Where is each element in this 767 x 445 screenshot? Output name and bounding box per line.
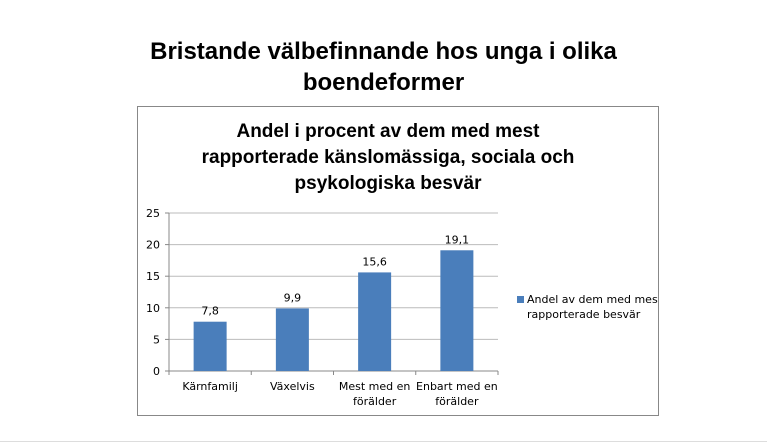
x-tick-label: förälder bbox=[353, 395, 397, 408]
legend-label: Andel av dem med mest bbox=[527, 293, 658, 306]
slide-title: Bristande välbefinnande hos unga i olika… bbox=[100, 36, 667, 98]
y-tick-label: 25 bbox=[146, 207, 160, 220]
bar bbox=[358, 272, 392, 371]
x-tick-label: Kärnfamilj bbox=[182, 380, 238, 393]
bar bbox=[193, 321, 227, 371]
x-tick-label: Mest med en bbox=[339, 380, 411, 393]
x-tick-label: förälder bbox=[435, 395, 479, 408]
data-label: 9,9 bbox=[284, 291, 302, 304]
bar bbox=[440, 250, 474, 371]
data-label: 7,8 bbox=[201, 305, 219, 318]
legend-label: rapporterade besvär bbox=[527, 308, 641, 321]
y-tick-label: 20 bbox=[146, 239, 160, 252]
x-tick-label: Enbart med en bbox=[416, 380, 498, 393]
chart-title: Andel i procent av dem med mest bbox=[236, 121, 540, 142]
slide-title-line: boendeformer bbox=[302, 69, 465, 96]
x-tick-label: Växelvis bbox=[270, 380, 315, 393]
y-tick-label: 15 bbox=[146, 270, 160, 283]
chart-title: rapporterade känslomässiga, sociala och bbox=[202, 147, 575, 168]
divider bbox=[0, 441, 767, 442]
y-tick-label: 10 bbox=[146, 302, 160, 315]
y-tick-label: 5 bbox=[153, 333, 160, 346]
bar-chart-svg: Andel i procent av dem med mest rapporter… bbox=[146, 121, 658, 408]
data-label: 15,6 bbox=[362, 255, 387, 268]
chart: Andel i procent av dem med mest rapporter… bbox=[137, 106, 659, 416]
data-label: 19,1 bbox=[445, 233, 470, 246]
bar bbox=[275, 308, 309, 371]
legend-swatch bbox=[517, 296, 524, 303]
y-tick-label: 0 bbox=[153, 365, 160, 378]
slide-title-line: Bristande välbefinnande hos unga i olika bbox=[150, 38, 617, 65]
chart-title: psykologiska besvär bbox=[295, 173, 483, 194]
